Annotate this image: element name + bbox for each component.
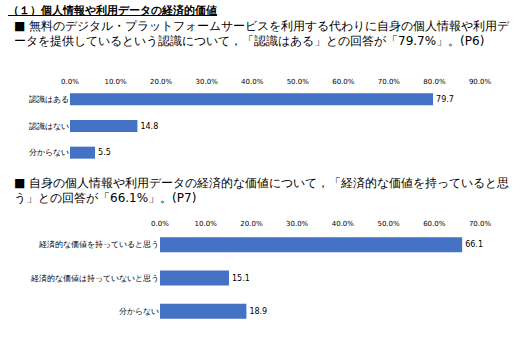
html-text:（１）個人情報や利用データの経済的価値: （１）個人情報や利用データの経済的価値: [8, 4, 217, 17]
svg-text:14.8: 14.8: [140, 122, 158, 131]
svg-text:分からない: 分からない: [29, 148, 69, 157]
svg-text:経済的な価値は持っていないと思う: 経済的な価値は持っていないと思う: [30, 274, 159, 283]
svg-text:10.0%: 10.0%: [195, 220, 218, 228]
svg-text:70.0%: 70.0%: [378, 78, 401, 86]
svg-text:40.0%: 40.0%: [332, 220, 355, 228]
svg-text:経済的な価値を持っていると思う: 経済的な価値を持っていると思う: [38, 240, 159, 249]
svg-text:20.0%: 20.0%: [150, 78, 173, 86]
svg-text:50.0%: 50.0%: [377, 220, 400, 228]
svg-text:50.0%: 50.0%: [287, 78, 310, 86]
svg-text:18.9: 18.9: [249, 307, 267, 316]
svg-text:15.1: 15.1: [232, 274, 250, 283]
svg-text:20.0%: 20.0%: [240, 220, 263, 228]
html-text:■ 無料のデジタル・プラットフォームサービスを利用する代わり: ■ 無料のデジタル・プラットフォームサービスを利用する代わりに自身の個人情報や利…: [14, 19, 510, 48]
svg-text:40.0%: 40.0%: [241, 78, 264, 86]
svg-text:79.7: 79.7: [436, 95, 454, 104]
html-text:■ 自身の個人情報や利用データの経済的な価値について，「経済: ■ 自身の個人情報や利用データの経済的な価値について，「経済的な価値を持っている…: [14, 176, 510, 205]
svg-text:分からない: 分からない: [119, 307, 159, 316]
svg-text:認識はある: 認識はある: [29, 95, 69, 104]
svg-text:0.0%: 0.0%: [151, 220, 169, 228]
svg-text:認識はない: 認識はない: [29, 122, 69, 131]
svg-text:5.5: 5.5: [98, 148, 111, 157]
svg-text:80.0%: 80.0%: [423, 78, 446, 86]
svg-text:30.0%: 30.0%: [196, 78, 219, 86]
svg-text:0.0%: 0.0%: [61, 78, 79, 86]
svg-text:66.1: 66.1: [465, 240, 483, 249]
svg-text:90.0%: 90.0%: [469, 78, 492, 86]
svg-text:30.0%: 30.0%: [286, 220, 309, 228]
svg-text:70.0%: 70.0%: [469, 220, 492, 228]
svg-text:10.0%: 10.0%: [104, 78, 127, 86]
svg-text:60.0%: 60.0%: [423, 220, 446, 228]
svg-text:60.0%: 60.0%: [332, 78, 355, 86]
